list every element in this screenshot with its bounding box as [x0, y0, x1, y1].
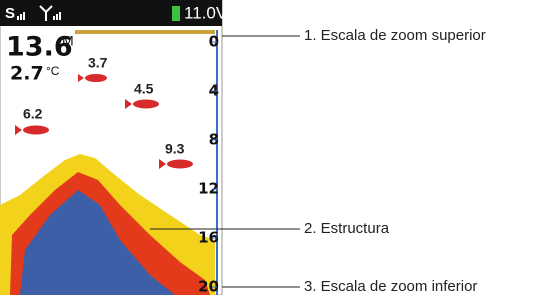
temperature-readout: 2.7	[10, 63, 44, 85]
fish-depth: 6.2	[23, 106, 43, 122]
callout: 3. Escala de zoom inferior	[304, 278, 477, 295]
depth-unit: M	[62, 33, 74, 49]
depth-scale-label: 20	[198, 278, 219, 296]
callout: 1. Escala de zoom superior	[304, 27, 486, 44]
voltage: 11.0V	[184, 3, 228, 22]
diagram: S 11.0V 13.6 M 2.7 °C 3.7 4.5 6.2 9.3 04…	[0, 0, 558, 295]
signal-label: S	[5, 5, 15, 22]
surface-clutter	[75, 30, 215, 34]
callout: 2. Estructura	[304, 220, 390, 237]
fish-depth: 9.3	[165, 141, 185, 157]
temperature-unit: °C	[46, 64, 60, 78]
fish-depth: 3.7	[88, 55, 108, 71]
fish-depth: 4.5	[134, 81, 154, 97]
battery-icon	[172, 6, 180, 21]
